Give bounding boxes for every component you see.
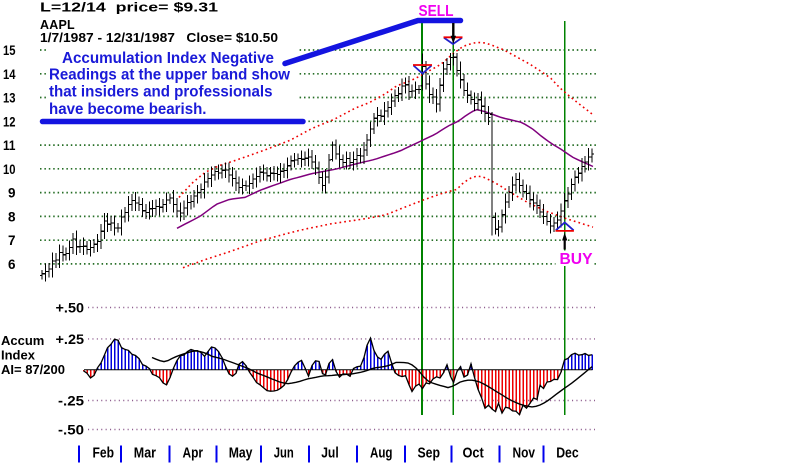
svg-text:-.25: -.25 (58, 393, 84, 409)
svg-text:8: 8 (8, 208, 16, 224)
svg-text:Accum: Accum (1, 333, 44, 348)
svg-text:AI= 87/200: AI= 87/200 (1, 362, 65, 377)
svg-text:Apr: Apr (183, 445, 204, 462)
svg-text:Feb: Feb (93, 445, 115, 462)
svg-text:that insiders and professional: that insiders and professionals (49, 84, 273, 101)
svg-text:7: 7 (8, 232, 16, 248)
svg-text:14: 14 (3, 66, 16, 82)
svg-text:Nov: Nov (513, 445, 536, 462)
svg-text:Accumulation Index Negative: Accumulation Index Negative (62, 50, 274, 67)
svg-text:Readings at the upper band sho: Readings at the upper band show (49, 67, 291, 84)
svg-text:+.25: +.25 (56, 331, 85, 347)
svg-text:11: 11 (3, 137, 16, 153)
svg-text:1/7/1987 - 12/31/1987 Close=: 1/7/1987 - 12/31/1987 Close= $10.50 (40, 31, 278, 45)
svg-text:BUY: BUY (560, 251, 593, 268)
svg-text:15: 15 (3, 42, 16, 58)
svg-text:Aug: Aug (370, 445, 393, 462)
svg-text:Jun: Jun (274, 445, 294, 462)
svg-text:Oct: Oct (463, 445, 484, 462)
svg-text:L=12/14 price= $9.31: L=12/14 price= $9.31 (40, 1, 218, 15)
svg-text:Sep: Sep (418, 445, 441, 462)
svg-text:Jul: Jul (321, 445, 339, 462)
svg-text:AAPL: AAPL (40, 18, 75, 32)
svg-text:6: 6 (8, 256, 16, 272)
svg-text:Dec: Dec (556, 445, 579, 462)
svg-text:May: May (229, 445, 253, 462)
svg-text:9: 9 (8, 185, 16, 201)
svg-text:-.50: -.50 (58, 422, 84, 438)
svg-text:13: 13 (3, 90, 16, 106)
svg-text:12: 12 (3, 113, 16, 129)
svg-text:have become bearish.: have become bearish. (49, 101, 207, 118)
svg-text:Mar: Mar (134, 445, 156, 462)
svg-text:+.50: +.50 (56, 300, 85, 316)
svg-text:Index: Index (1, 348, 36, 363)
svg-text:10: 10 (3, 161, 16, 177)
svg-text:SELL: SELL (419, 3, 454, 20)
